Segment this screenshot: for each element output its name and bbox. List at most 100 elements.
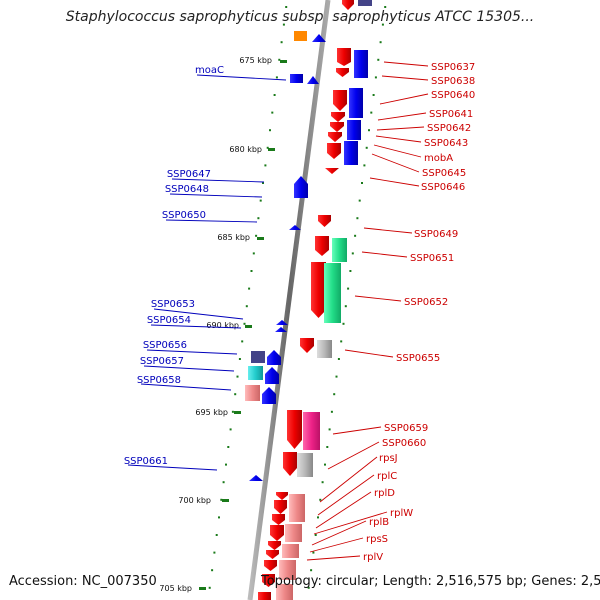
forward-genes <box>258 0 372 600</box>
scale-label: 705 kbp <box>159 584 192 593</box>
tick-dot <box>211 569 214 572</box>
gene-arrow-forward[interactable] <box>315 236 329 256</box>
gene-label[interactable]: rpsJ <box>379 453 398 464</box>
tick-dot <box>358 199 361 202</box>
gene-label[interactable]: SSP0658 <box>137 375 181 386</box>
scale-tick: 675 kbp <box>239 56 287 65</box>
gene-label[interactable]: SSP0641 <box>429 109 473 120</box>
gene-label[interactable]: rplD <box>374 488 395 499</box>
scale-tick: 685 kbp <box>217 233 264 242</box>
gene-arrow-forward[interactable] <box>258 592 271 600</box>
gene-label[interactable]: SSP0648 <box>165 184 209 195</box>
gene-arrow-forward[interactable] <box>328 132 342 142</box>
gene-label[interactable]: SSP0649 <box>414 229 458 240</box>
cog-bar <box>251 351 265 363</box>
gene-label[interactable]: mobA <box>424 153 453 164</box>
gene-arrow-reverse[interactable] <box>289 225 301 230</box>
gene-label[interactable]: SSP0645 <box>422 168 466 179</box>
tick-dot <box>340 340 343 343</box>
labels-forward: SSP0637 SSP0638 SSP0640 SSP0641 SSP0642 … <box>306 61 475 563</box>
gene-arrow-forward[interactable] <box>270 525 284 541</box>
gene-label[interactable]: SSP0646 <box>421 182 465 193</box>
gene-label[interactable]: SSP0655 <box>396 353 440 364</box>
gene-label[interactable]: SSP0654 <box>147 315 191 326</box>
tick-dot <box>250 270 253 272</box>
gene-label[interactable]: moaC <box>195 65 224 76</box>
gene-label[interactable]: SSP0643 <box>424 138 468 149</box>
tick-dot <box>361 182 363 184</box>
tick-dot <box>275 76 278 79</box>
gene-arrow-forward[interactable] <box>336 68 349 77</box>
gene-label[interactable]: rplV <box>363 552 383 563</box>
gene-label[interactable]: rplB <box>369 517 389 528</box>
gene-label[interactable]: SSP0656 <box>143 340 187 351</box>
cog-bar <box>279 560 296 580</box>
tick-dot <box>266 146 269 149</box>
gene-arrow-reverse[interactable] <box>307 76 319 84</box>
tick-dot <box>213 551 216 554</box>
gene-arrow-forward[interactable] <box>327 143 341 159</box>
tick-dots-left <box>208 6 288 589</box>
gene-label[interactable]: SSP0647 <box>167 169 211 180</box>
cog-bar <box>276 584 293 600</box>
tick-dot <box>365 146 368 149</box>
gene-label[interactable]: SSP0659 <box>384 423 428 434</box>
gene-arrow-forward[interactable] <box>331 112 345 122</box>
gene-label[interactable]: SSP0660 <box>382 438 426 449</box>
gene-label[interactable]: SSP0650 <box>162 210 206 221</box>
gene-label[interactable]: SSP0651 <box>410 253 454 264</box>
gene-arrow-forward[interactable] <box>266 550 279 559</box>
gene-label[interactable]: SSP0637 <box>431 62 475 73</box>
cog-bar <box>358 0 372 6</box>
topology-text: Topology: circular; Length: 2,516,575 bp… <box>261 574 600 589</box>
gene-label[interactable]: SSP0661 <box>124 456 168 467</box>
gene-arrow-reverse[interactable] <box>312 34 326 42</box>
accession-text: Accession: NC_007350 <box>9 574 157 589</box>
gene-arrow-forward[interactable] <box>283 452 297 476</box>
gene-arrow-forward[interactable] <box>264 560 277 571</box>
gene-arrow-forward[interactable] <box>325 168 339 174</box>
cog-bar <box>344 141 358 165</box>
gene-label[interactable]: SSP0642 <box>427 123 471 134</box>
gene-arrow-forward[interactable] <box>330 122 344 132</box>
gene-arrow-reverse[interactable] <box>276 320 288 325</box>
gene-label[interactable]: SSP0652 <box>404 297 448 308</box>
gene-arrow-forward[interactable] <box>274 500 287 514</box>
gene-arrow-forward[interactable] <box>342 0 354 10</box>
gene-label[interactable]: SSP0657 <box>140 356 184 367</box>
tick-dot <box>278 58 281 61</box>
tick-dot <box>349 270 352 272</box>
gene-arrow-reverse[interactable] <box>294 176 308 198</box>
gene-label[interactable]: rpsS <box>366 534 388 545</box>
cog-bar <box>317 340 332 358</box>
gene-arrow-forward[interactable] <box>300 338 314 353</box>
gene-arrow-forward[interactable] <box>272 514 285 525</box>
gene-label[interactable]: SSP0640 <box>431 90 475 101</box>
tick-dot <box>215 534 218 536</box>
tick-dot <box>342 322 345 325</box>
tick-dot <box>285 6 288 8</box>
gene-arrow-forward[interactable] <box>276 492 288 500</box>
tick-dot <box>326 446 329 448</box>
gene-arrow-forward[interactable] <box>318 215 331 227</box>
gene-arrow-forward[interactable] <box>262 574 275 587</box>
gene-label[interactable]: SSP0653 <box>151 299 195 310</box>
gene-label[interactable]: SSP0638 <box>431 76 475 87</box>
cog-bar <box>285 524 302 542</box>
gene-arrow-forward[interactable] <box>337 48 351 66</box>
gene-arrow-reverse[interactable] <box>275 327 287 332</box>
gene-arrow-reverse[interactable] <box>290 74 303 83</box>
gene-arrow-forward[interactable] <box>287 410 302 449</box>
tick-dot <box>208 586 211 589</box>
gene-arrow-forward[interactable] <box>268 541 281 550</box>
gene-arrow-reverse[interactable] <box>249 475 263 481</box>
gene-arrow-reverse[interactable] <box>265 367 279 384</box>
gene-arrow-forward[interactable] <box>333 90 347 111</box>
gene-arrow-reverse[interactable] <box>262 387 276 404</box>
gene-arrow-reverse[interactable] <box>267 350 281 365</box>
gene-label[interactable]: rplC <box>377 471 397 482</box>
tick-dot <box>229 428 232 431</box>
gene-arrow-forward[interactable] <box>311 262 326 318</box>
tick-dot <box>269 129 271 132</box>
gene-label[interactable]: rplW <box>390 508 413 519</box>
